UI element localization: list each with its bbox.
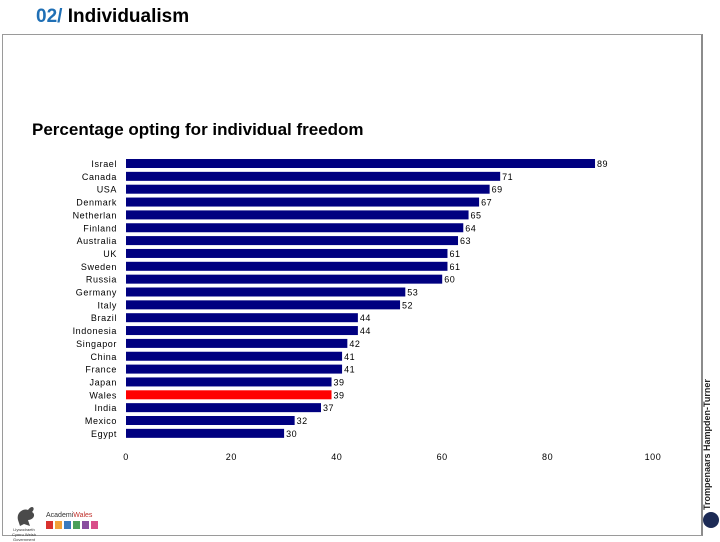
category-label: Singapor	[76, 339, 117, 349]
category-label: Egypt	[91, 429, 117, 439]
chart-title: Percentage opting for individual freedom	[32, 120, 364, 139]
category-label: Japan	[89, 377, 117, 387]
data-label: 39	[334, 377, 345, 387]
data-label: 61	[449, 262, 460, 272]
bar	[126, 338, 348, 348]
x-tick-label: 20	[226, 452, 237, 462]
data-label: 64	[465, 223, 476, 233]
bar	[126, 184, 490, 194]
brand-mark-icon	[703, 512, 719, 528]
data-label: 41	[344, 365, 355, 375]
category-label: India	[94, 403, 117, 413]
brand-text: Trompenaars Hampden-Turner	[702, 379, 712, 510]
x-tick-label: 40	[331, 452, 342, 462]
x-tick-label: 60	[437, 452, 448, 462]
logo-prefix: Academi	[46, 512, 74, 519]
bar	[126, 287, 406, 297]
category-label: Israel	[91, 159, 117, 169]
x-tick-label: 80	[542, 452, 553, 462]
category-label: UK	[103, 249, 117, 259]
welsh-dragon-logo-icon	[17, 506, 35, 526]
section-number: 02/	[36, 6, 63, 27]
category-label: Brazil	[91, 313, 117, 323]
data-label: 67	[481, 198, 492, 208]
data-label: 39	[334, 390, 345, 400]
category-label: Germany	[76, 288, 117, 298]
category-label: Canada	[82, 172, 117, 182]
category-label: Denmark	[76, 198, 117, 208]
data-label: 44	[360, 313, 371, 323]
data-label: 32	[297, 416, 308, 426]
section-title: Individualism	[67, 6, 190, 27]
data-label: 71	[502, 172, 513, 182]
data-label: 42	[349, 339, 360, 349]
content-frame	[2, 34, 703, 536]
bar	[126, 377, 332, 387]
academi-wales-logo: AcademiWales	[46, 512, 98, 529]
data-label: 37	[323, 403, 334, 413]
data-label: 30	[286, 429, 297, 439]
bar	[126, 274, 443, 284]
category-label: France	[85, 365, 117, 375]
data-label: 44	[360, 326, 371, 336]
logo-suffix: Wales	[73, 512, 93, 519]
category-label: Italy	[97, 300, 117, 310]
bar	[126, 248, 448, 258]
bar	[126, 159, 596, 168]
bar	[126, 223, 464, 233]
category-label: Indonesia	[73, 326, 117, 336]
data-label: 60	[444, 275, 455, 285]
category-label: Finland	[83, 223, 117, 233]
bar	[126, 210, 469, 220]
bar	[126, 403, 321, 413]
bar	[126, 416, 295, 425]
category-label: USA	[97, 185, 117, 195]
bar	[126, 428, 285, 438]
data-label: 53	[407, 288, 418, 298]
x-tick-label: 100	[645, 452, 662, 462]
bar	[126, 351, 343, 361]
category-label: Australia	[77, 236, 117, 246]
bar	[126, 326, 358, 336]
data-label: 63	[460, 236, 471, 246]
bar	[126, 171, 501, 181]
data-label: 41	[344, 352, 355, 362]
category-label: China	[90, 352, 117, 362]
data-label: 52	[402, 300, 413, 310]
bar	[126, 197, 480, 207]
bar	[126, 364, 343, 374]
category-label: Russia	[86, 275, 117, 285]
category-label: Netherlan	[73, 210, 117, 220]
category-label: Sweden	[81, 262, 117, 272]
data-label: 89	[597, 159, 608, 169]
bar	[126, 300, 401, 310]
data-label: 65	[471, 210, 482, 220]
bar-highlight	[126, 390, 332, 400]
category-label: Mexico	[85, 416, 117, 426]
x-tick-label: 0	[123, 452, 129, 462]
category-label: Wales	[89, 390, 117, 400]
bar	[126, 313, 358, 323]
bar	[126, 236, 459, 246]
slide-header: 02/ Individualism	[36, 6, 189, 28]
bar	[126, 261, 448, 271]
logo-blocks	[46, 521, 98, 529]
data-label: 69	[492, 185, 503, 195]
data-label: 61	[449, 249, 460, 259]
